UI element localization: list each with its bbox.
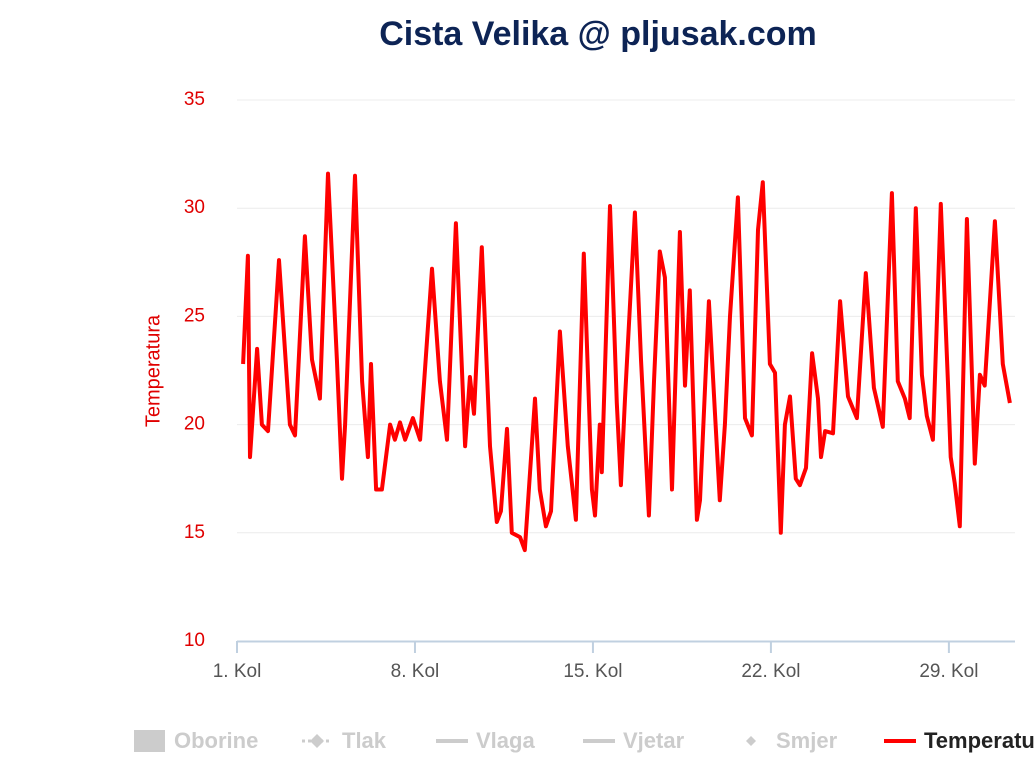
y-tick-label: 30 <box>184 197 205 218</box>
x-tick-label: 29. Kol <box>919 661 978 682</box>
x-tick-label: 22. Kol <box>741 661 800 682</box>
x-tick-label: 8. Kol <box>391 661 440 682</box>
legend-symbol <box>134 730 165 752</box>
line-series <box>241 171 1012 553</box>
x-tick-label: 1. Kol <box>213 661 262 682</box>
legend-label[interactable]: Vjetar <box>623 728 685 753</box>
legend-symbol <box>746 736 756 746</box>
y-tick-label: 25 <box>184 305 205 326</box>
chart-title: Cista Velika @ pljusak.com <box>379 15 817 53</box>
y-tick-label: 15 <box>184 522 205 543</box>
legend-label[interactable]: Tlak <box>342 728 387 753</box>
y-axis-label: Temperatura <box>142 314 164 427</box>
legend-label[interactable]: Vlaga <box>476 728 535 753</box>
x-tick-label: 15. Kol <box>563 661 622 682</box>
y-tick-label: 20 <box>184 414 205 435</box>
y-tick-label: 35 <box>184 89 205 110</box>
legend-label[interactable]: Smjer <box>776 728 838 753</box>
legend-label[interactable]: Temperatura <box>924 728 1036 753</box>
legend-label[interactable]: Oborine <box>174 728 258 753</box>
y-tick-label: 10 <box>184 630 205 651</box>
legend-symbol <box>310 734 324 748</box>
